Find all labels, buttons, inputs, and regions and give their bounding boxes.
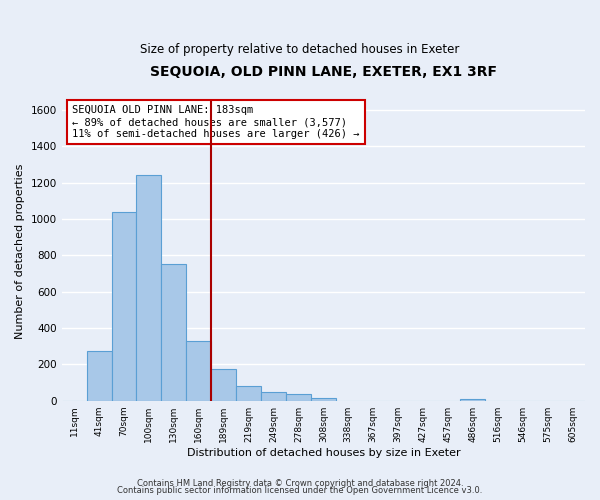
Bar [211, 369, 236, 400]
Title: SEQUOIA, OLD PINN LANE, EXETER, EX1 3RF: SEQUOIA, OLD PINN LANE, EXETER, EX1 3RF [150, 65, 497, 79]
Text: Size of property relative to detached houses in Exeter: Size of property relative to detached ho… [140, 42, 460, 56]
Bar [236, 386, 261, 400]
Bar [261, 392, 286, 400]
Bar [460, 399, 485, 400]
Bar [112, 212, 136, 400]
Text: SEQUOIA OLD PINN LANE: 183sqm
← 89% of detached houses are smaller (3,577)
11% o: SEQUOIA OLD PINN LANE: 183sqm ← 89% of d… [72, 106, 359, 138]
Bar [161, 264, 186, 400]
Y-axis label: Number of detached properties: Number of detached properties [15, 163, 25, 338]
X-axis label: Distribution of detached houses by size in Exeter: Distribution of detached houses by size … [187, 448, 460, 458]
Text: Contains HM Land Registry data © Crown copyright and database right 2024.: Contains HM Land Registry data © Crown c… [137, 478, 463, 488]
Bar [186, 341, 211, 400]
Bar [311, 398, 336, 400]
Bar [286, 394, 311, 400]
Bar [136, 174, 161, 400]
Bar [86, 351, 112, 401]
Text: Contains public sector information licensed under the Open Government Licence v3: Contains public sector information licen… [118, 486, 482, 495]
